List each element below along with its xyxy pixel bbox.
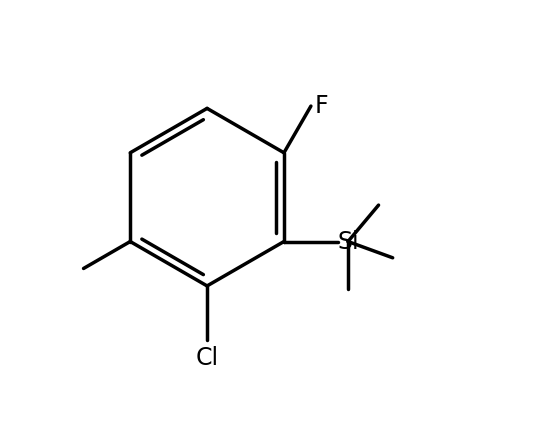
Text: Cl: Cl — [195, 345, 218, 369]
Text: Si: Si — [337, 230, 359, 253]
Text: F: F — [315, 94, 328, 118]
